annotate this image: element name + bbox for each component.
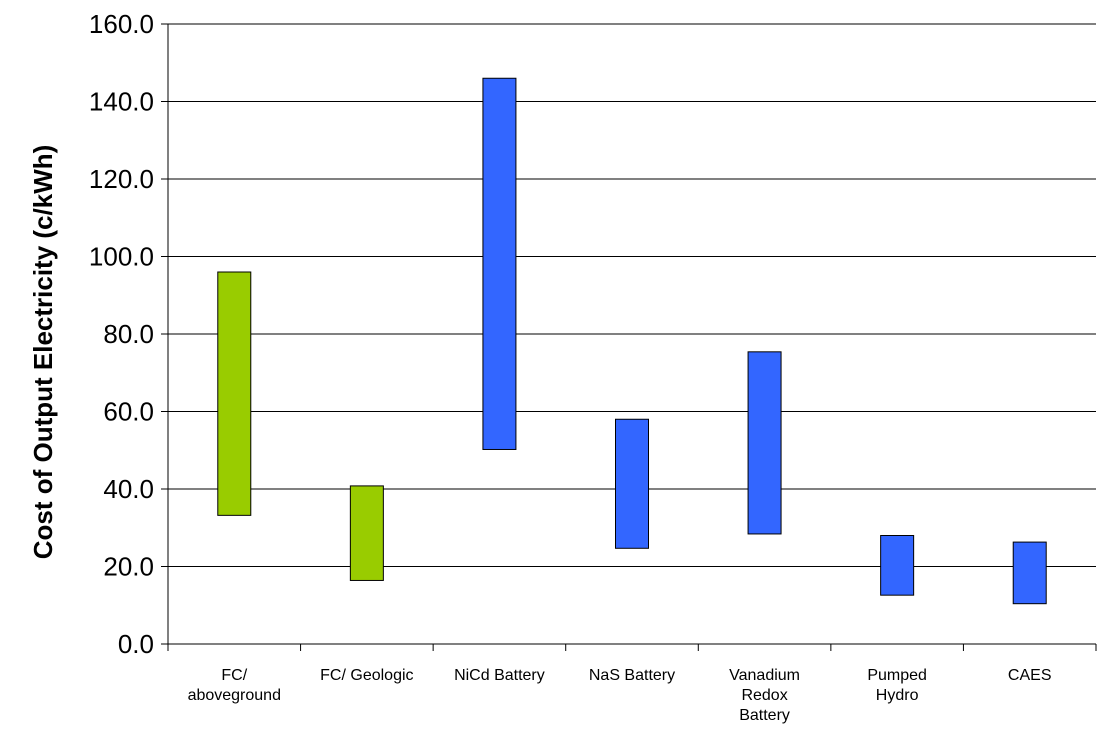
x-category-label: Vanadium Redox Battery: [729, 667, 800, 724]
y-tick-label: 100.0: [89, 242, 154, 272]
y-tick-label: 140.0: [89, 87, 154, 117]
range-bar: [1012, 541, 1047, 605]
y-tick-label: 80.0: [103, 319, 154, 349]
y-tick-label: 160.0: [89, 9, 154, 39]
range-bar: [349, 485, 384, 581]
range-bars: [217, 77, 1047, 605]
range-bar: [482, 77, 517, 450]
y-axis-title: Cost of Output Electricity (c/kWh): [28, 145, 58, 560]
y-tick-label: 40.0: [103, 474, 154, 504]
axes: [167, 24, 1097, 651]
range-bar: [880, 535, 915, 596]
x-category-label: Pumped Hydro: [867, 667, 927, 704]
range-bar: [747, 351, 782, 535]
y-tick-label: 60.0: [103, 397, 154, 427]
x-category-labels: FC/aboveground FC/ Geologic NiCd Battery Na…: [188, 667, 1052, 724]
y-tick-label: 20.0: [103, 552, 154, 582]
y-tick-label: 120.0: [89, 164, 154, 194]
x-category-label: FC/aboveground: [188, 667, 281, 704]
x-category-label: CAES: [1008, 667, 1052, 684]
gridlines: [161, 23, 1096, 645]
x-category-label: NaS Battery: [589, 667, 675, 684]
y-tick-label: 0.0: [118, 629, 154, 659]
x-category-label: FC/ Geologic: [320, 667, 413, 684]
y-tick-labels: 0.0 20.0 40.0 60.0 80.0 100.0 120.0 140.0 160.0: [89, 9, 154, 659]
range-bar: [217, 271, 252, 516]
x-category-label: NiCd Battery: [454, 667, 545, 684]
range-bar: [615, 418, 649, 549]
